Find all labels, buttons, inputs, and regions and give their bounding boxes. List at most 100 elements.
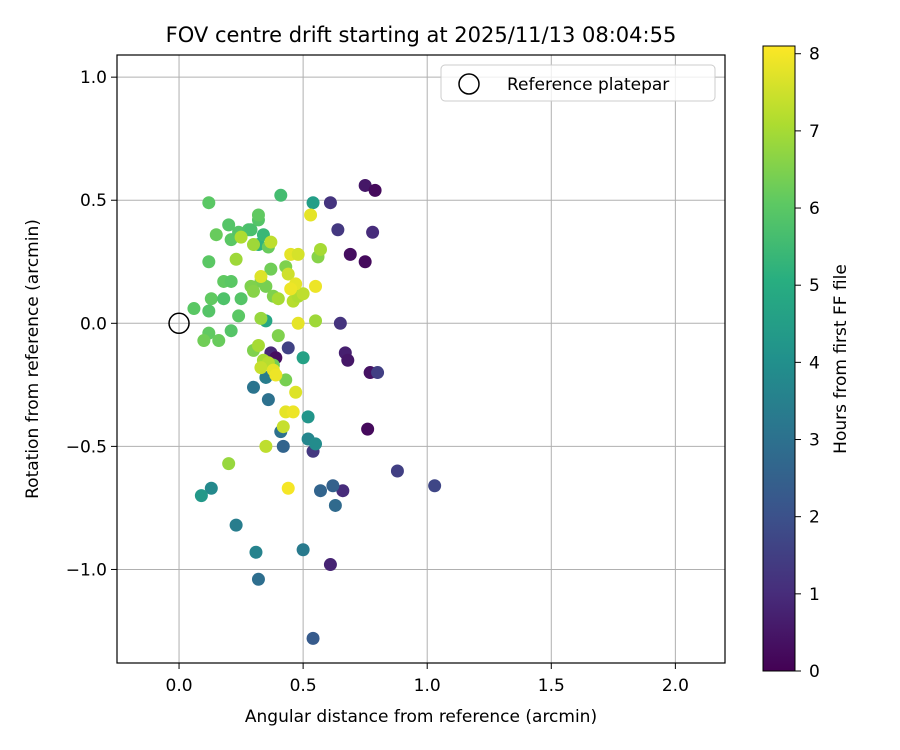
colorbar-tick-label: 4 — [809, 353, 820, 373]
data-point — [371, 366, 385, 380]
data-point — [358, 178, 372, 192]
data-points — [187, 178, 442, 645]
data-point — [249, 545, 263, 559]
plot-frame — [116, 54, 726, 664]
x-tick-label: 1.5 — [538, 676, 565, 696]
data-point — [264, 235, 278, 249]
data-point — [251, 572, 265, 586]
data-point — [274, 188, 288, 202]
colorbar-tick-label: 6 — [809, 199, 820, 219]
data-point — [296, 351, 310, 365]
data-point — [229, 252, 243, 266]
data-point — [331, 223, 345, 237]
colorbar: 0 1 2 3 4 5 6 7 8 Hours from first FF file — [762, 45, 851, 682]
colorbar-tick-label: 3 — [809, 431, 820, 451]
data-point — [244, 223, 258, 237]
data-point — [276, 420, 290, 434]
reference-marker — [168, 312, 190, 335]
data-point — [390, 464, 404, 478]
data-point — [323, 196, 337, 210]
data-point — [343, 247, 357, 261]
data-point — [254, 270, 268, 284]
data-point — [259, 279, 273, 293]
x-tick-label: 0.5 — [290, 676, 317, 696]
data-point — [271, 292, 285, 306]
data-point — [232, 309, 246, 323]
data-point — [271, 329, 285, 343]
reference-point — [168, 312, 190, 335]
data-point — [197, 334, 211, 348]
y-tick-label: 0.5 — [80, 191, 107, 211]
data-point — [246, 284, 260, 298]
data-point — [202, 304, 216, 318]
legend-entry-reference: Reference platepar — [507, 75, 669, 95]
data-point — [284, 282, 298, 296]
colorbar-tick-label: 0 — [809, 662, 820, 682]
data-point — [229, 518, 243, 532]
legend-reference-icon — [458, 73, 480, 95]
legend: Reference platepar — [440, 64, 716, 102]
data-point — [202, 196, 216, 210]
grid-lines — [117, 55, 725, 663]
colorbar-tick-label: 5 — [809, 276, 820, 296]
data-point — [259, 439, 273, 453]
data-point — [341, 353, 355, 367]
data-point — [279, 373, 293, 387]
data-point — [309, 279, 323, 293]
data-point — [224, 274, 238, 288]
data-point — [281, 481, 295, 495]
data-point — [428, 479, 442, 493]
chart-title: FOV centre drift starting at 2025/11/13 … — [166, 23, 677, 47]
data-point — [289, 385, 303, 399]
data-point — [313, 242, 327, 256]
data-point — [306, 196, 320, 210]
data-point — [291, 316, 305, 330]
data-point — [328, 498, 342, 512]
data-point — [276, 439, 290, 453]
data-point — [323, 558, 337, 572]
data-point — [261, 393, 275, 407]
data-point — [366, 225, 380, 239]
colorbar-tick-label: 1 — [809, 585, 820, 605]
data-point — [222, 218, 236, 232]
data-point — [296, 287, 310, 301]
x-tick-label: 0.0 — [166, 676, 193, 696]
data-point — [202, 255, 216, 269]
data-point — [368, 183, 382, 197]
data-point — [251, 338, 265, 352]
y-tick-label: 1.0 — [80, 68, 107, 88]
x-axis-ticks: 0.0 0.5 1.0 1.5 2.0 — [166, 663, 689, 696]
y-axis-label: Rotation from reference (arcmin) — [23, 219, 43, 499]
data-point — [304, 208, 318, 222]
data-point — [204, 481, 218, 495]
data-point — [281, 341, 295, 355]
data-point — [217, 292, 231, 306]
y-tick-label: −0.5 — [66, 437, 107, 457]
x-axis-label: Angular distance from reference (arcmin) — [245, 707, 597, 727]
data-point — [251, 208, 265, 222]
colorbar-ticks: 0 1 2 3 4 5 6 7 8 — [795, 45, 820, 682]
data-point — [313, 484, 327, 498]
data-point — [212, 334, 226, 348]
data-point — [254, 311, 268, 325]
x-tick-label: 2.0 — [662, 676, 689, 696]
data-point — [333, 316, 347, 330]
data-point — [209, 228, 223, 242]
data-point — [234, 230, 248, 244]
x-tick-label: 1.0 — [414, 676, 441, 696]
y-axis-ticks: 1.0 0.5 0.0 −0.5 −1.0 — [66, 68, 117, 580]
data-point — [309, 437, 323, 451]
data-point — [281, 267, 295, 281]
data-point — [326, 479, 340, 493]
legend-box — [440, 64, 716, 102]
data-point — [306, 631, 320, 645]
data-point — [336, 484, 350, 498]
data-point — [296, 543, 310, 557]
colorbar-tick-label: 7 — [809, 122, 820, 142]
data-point — [224, 324, 238, 338]
y-tick-label: −1.0 — [66, 560, 107, 580]
data-point — [194, 489, 208, 503]
data-point — [234, 292, 248, 306]
data-point — [309, 314, 323, 328]
